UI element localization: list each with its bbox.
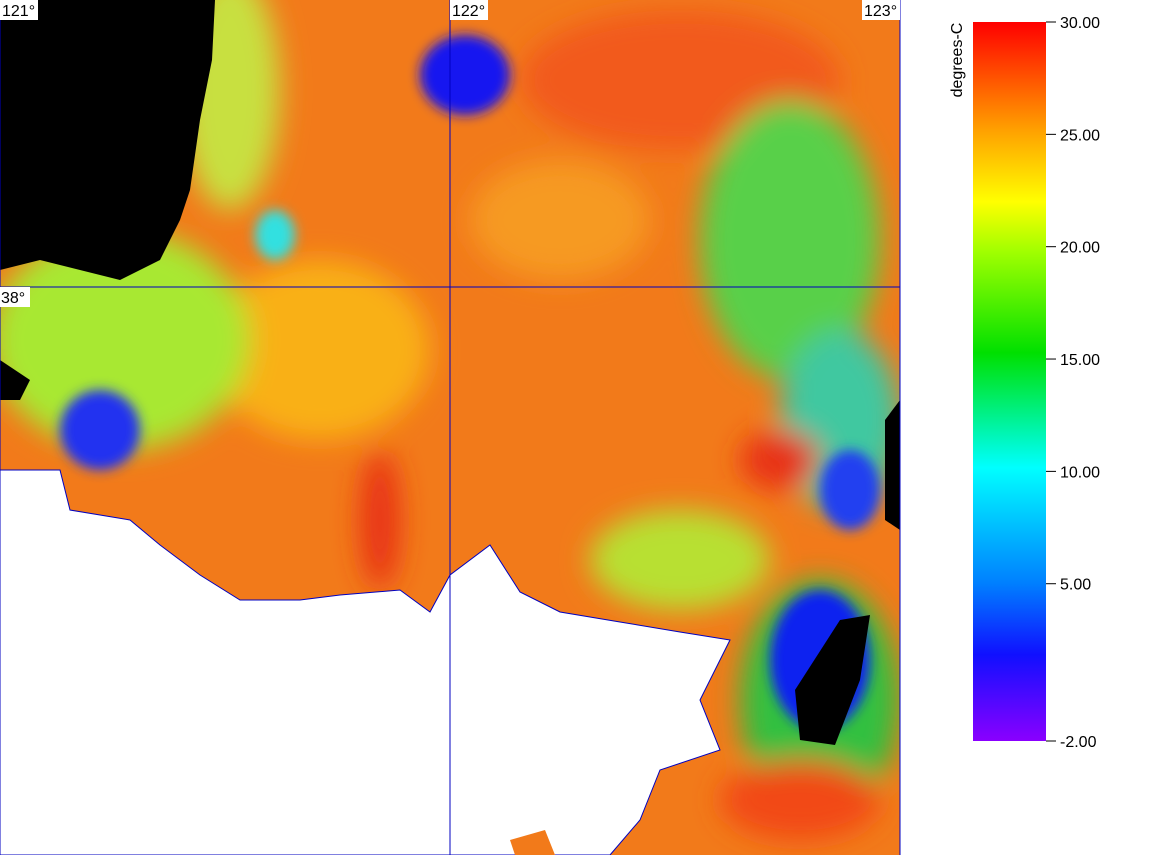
colorbar-tick-label: 30.00 (1060, 15, 1100, 32)
label-background (450, 0, 488, 20)
colorbar-tick-label: -2.00 (1060, 734, 1097, 751)
colorbar-tick-label: 25.00 (1060, 127, 1100, 144)
colorbar-tick-label: 20.00 (1060, 240, 1100, 257)
longitude-label: 122° (452, 3, 485, 20)
label-background (0, 0, 38, 20)
longitude-label: 121° (2, 3, 35, 20)
label-background (862, 0, 900, 20)
longitude-label: 123° (864, 3, 897, 20)
colorbar-tick-label: 5.00 (1060, 577, 1091, 594)
latitude-label: 38° (1, 290, 25, 307)
colorbar-label: degrees-C (949, 23, 966, 98)
colorbar-tick-label: 10.00 (1060, 464, 1100, 481)
label-background (0, 287, 30, 307)
colorbar-tick-label: 15.00 (1060, 352, 1100, 369)
colorbar (973, 22, 1046, 741)
